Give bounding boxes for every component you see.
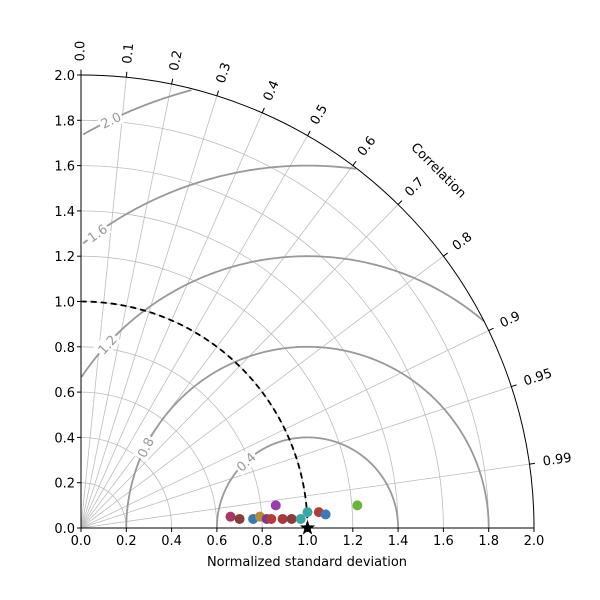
- y-tick-label: 1.0: [54, 296, 75, 311]
- rms-contour-label-bg: [132, 432, 158, 462]
- rms-contour-label-bg: [82, 219, 112, 247]
- std-grid-arc: [80, 346, 263, 529]
- x-tick-label: 1.6: [433, 534, 454, 549]
- std-grid-arc: [80, 119, 490, 529]
- x-tick-label: 0.6: [207, 534, 228, 549]
- x-tick-label: 1.4: [388, 534, 409, 549]
- y-tick-label: 1.2: [54, 250, 75, 265]
- correlation-tick-mark: [529, 462, 535, 465]
- std-grid-arc: [80, 165, 444, 529]
- y-tick-label: 2.0: [54, 69, 75, 84]
- data-point: [277, 513, 288, 524]
- data-point: [286, 513, 297, 524]
- correlation-tick-label: 0.1: [120, 42, 137, 64]
- correlation-grid-line: [80, 135, 308, 529]
- correlation-tick-label: 0.9: [498, 309, 523, 332]
- rms-contour-label-bg: [231, 447, 261, 476]
- y-tick-label: 1.8: [54, 114, 75, 129]
- data-point: [302, 507, 313, 518]
- correlation-tick-mark: [397, 200, 403, 205]
- data-point: [352, 500, 363, 511]
- reference-star-marker: [299, 520, 316, 535]
- rms-contour-label-bg: [96, 107, 126, 133]
- correlation-tick-mark: [488, 327, 494, 331]
- y-tick-label: 1.4: [54, 205, 75, 220]
- x-tick-label: 0.2: [116, 534, 137, 549]
- data-point: [266, 513, 277, 524]
- labels-layer: 0.00.00.20.20.40.40.60.60.80.81.01.01.21…: [54, 41, 572, 549]
- x-tick-label: 1.0: [297, 534, 318, 549]
- correlation-tick-label: 0.99: [542, 451, 573, 470]
- std-grid-arc: [80, 210, 399, 529]
- rms-contour: [82, 89, 192, 136]
- reference-std-arc: [80, 300, 309, 529]
- rms-contour: [82, 164, 356, 245]
- y-tick-label: 0.6: [54, 386, 75, 401]
- correlation-tick-label: 0.2: [167, 49, 186, 72]
- correlation-tick-label: 0.3: [214, 61, 235, 85]
- correlation-tick-mark: [352, 160, 357, 166]
- correlation-tick-label: 0.5: [308, 102, 331, 127]
- correlation-tick-label: 0.7: [402, 175, 427, 200]
- correlation-tick-mark: [171, 78, 174, 85]
- outer-correlation-arc: [80, 74, 535, 529]
- correlation-tick-label: 0.4: [261, 78, 283, 103]
- data-point: [225, 511, 236, 522]
- y-tick-label: 1.6: [54, 160, 75, 175]
- data-point: [234, 513, 245, 524]
- rms-contour: [216, 436, 399, 529]
- correlation-tick-label: 0.8: [450, 230, 476, 254]
- points-layer: [225, 500, 363, 535]
- correlation-tick-mark: [307, 130, 311, 136]
- correlation-grid-line: [80, 95, 218, 529]
- y-tick-label: 0.8: [54, 341, 75, 356]
- correlation-tick-label: 0.6: [355, 134, 379, 160]
- data-point: [295, 513, 306, 524]
- correlation-tick-mark: [511, 384, 517, 388]
- x-tick-label: 0.4: [161, 534, 182, 549]
- x-tick-label: 2.0: [524, 534, 545, 549]
- data-point: [320, 509, 331, 520]
- y-tick-label: 0.2: [54, 477, 75, 492]
- x-tick-label: 0.0: [71, 534, 92, 549]
- std-grid-arc: [80, 391, 218, 529]
- correlation-tick-mark: [443, 252, 449, 257]
- correlation-tick-label: 0.95: [522, 366, 554, 389]
- x-tick-label: 1.2: [342, 534, 363, 549]
- data-point: [270, 500, 281, 511]
- correlation-tick-mark: [216, 90, 220, 97]
- correlation-tick-mark: [261, 107, 265, 114]
- y-tick-label: 0.4: [54, 431, 75, 446]
- correlation-tick-mark: [125, 71, 128, 78]
- correlation-grid-line: [80, 165, 354, 529]
- std-grid-arc: [80, 255, 354, 529]
- correlation-tick-label: 0.0: [74, 41, 89, 62]
- rms-contour: [80, 255, 485, 378]
- x-axis-label: Normalized standard deviation: [207, 555, 407, 570]
- x-tick-label: 0.8: [252, 534, 273, 549]
- std-grid-arc: [80, 482, 127, 529]
- x-tick-label: 1.8: [478, 534, 499, 549]
- y-tick-label: 0.0: [54, 522, 75, 537]
- rms-contour-label-bg: [93, 330, 122, 359]
